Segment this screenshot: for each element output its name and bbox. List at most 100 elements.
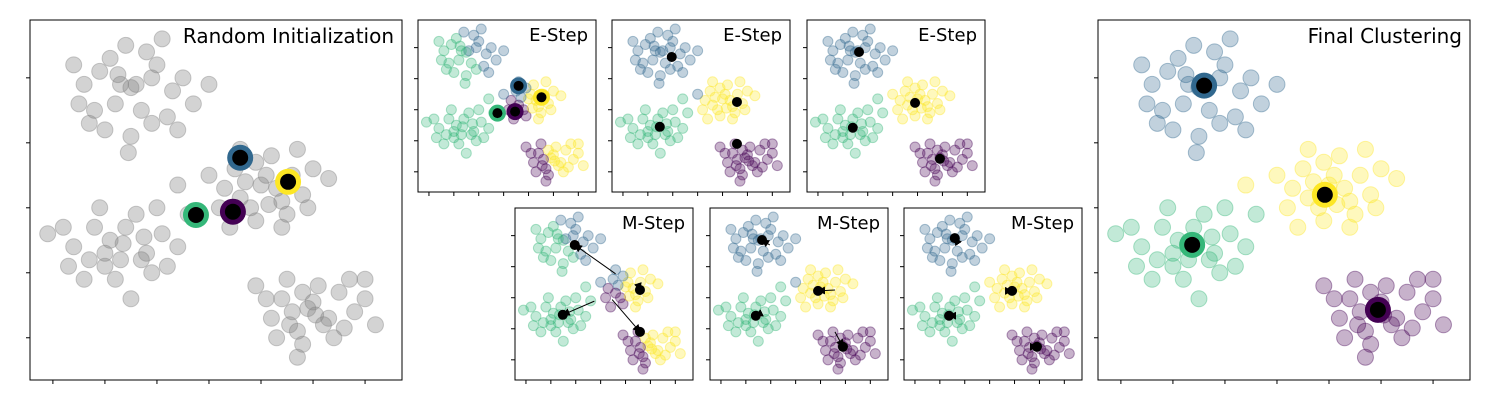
data-point xyxy=(1211,114,1229,132)
data-point xyxy=(744,141,756,153)
data-point xyxy=(127,75,145,93)
data-point xyxy=(847,26,859,38)
data-point xyxy=(1284,179,1302,197)
data-point xyxy=(931,292,943,304)
data-point xyxy=(459,77,471,89)
data-point xyxy=(1203,228,1221,246)
data-point xyxy=(762,251,774,263)
data-point xyxy=(745,326,757,338)
centroid-blue xyxy=(569,239,580,250)
data-point xyxy=(454,40,466,52)
data-point xyxy=(819,132,831,144)
data-point xyxy=(966,160,978,172)
data-point xyxy=(143,69,161,87)
data-point xyxy=(1195,205,1213,223)
data-point xyxy=(648,40,660,52)
data-point xyxy=(714,110,726,122)
data-point xyxy=(662,125,674,137)
data-point xyxy=(463,107,475,119)
data-point xyxy=(926,251,938,263)
data-point xyxy=(1043,354,1055,366)
data-point xyxy=(717,93,729,105)
data-point xyxy=(60,257,78,275)
data-point xyxy=(138,43,156,61)
data-point xyxy=(1388,170,1406,188)
data-point xyxy=(745,242,757,254)
data-point xyxy=(743,155,755,167)
data-point xyxy=(959,223,971,235)
data-point xyxy=(1190,127,1208,145)
data-point xyxy=(837,292,849,304)
data-point xyxy=(119,144,137,162)
data-point xyxy=(914,147,926,159)
data-point xyxy=(637,351,649,363)
data-point xyxy=(557,234,569,246)
data-point xyxy=(931,227,943,239)
data-point xyxy=(1011,335,1023,347)
data-point xyxy=(931,98,943,110)
data-point xyxy=(921,147,933,159)
data-point xyxy=(832,57,844,69)
data-point xyxy=(1211,264,1229,282)
data-point xyxy=(283,303,301,321)
data-point xyxy=(200,166,218,184)
data-point xyxy=(644,273,656,285)
data-point xyxy=(672,132,684,144)
data-point xyxy=(859,135,871,147)
axes-frame xyxy=(903,207,1083,381)
data-point xyxy=(580,310,592,322)
panel-title: M-Step xyxy=(817,213,880,234)
data-point xyxy=(617,298,629,310)
data-point xyxy=(929,301,941,313)
data-point xyxy=(257,166,275,184)
data-point xyxy=(639,39,651,51)
data-point xyxy=(1138,95,1156,113)
data-point xyxy=(954,217,966,229)
data-point xyxy=(832,113,844,125)
data-point xyxy=(1388,309,1406,327)
data-point xyxy=(931,144,943,156)
data-point xyxy=(797,282,809,294)
data-point xyxy=(622,113,634,125)
data-point xyxy=(657,45,669,57)
data-point xyxy=(552,233,564,245)
panel-title: E-Step xyxy=(918,25,977,46)
data-point xyxy=(669,326,681,338)
data-point xyxy=(857,29,869,41)
data-point xyxy=(802,273,814,285)
data-point xyxy=(1143,270,1161,288)
data-point xyxy=(463,45,475,57)
data-point xyxy=(537,153,549,165)
panel-e-step-1: E-Step xyxy=(414,19,597,196)
data-point xyxy=(969,310,981,322)
data-point xyxy=(964,248,976,260)
data-point xyxy=(556,265,568,277)
data-point xyxy=(1107,225,1125,243)
centroid-yellow xyxy=(280,173,297,190)
data-point xyxy=(470,42,482,54)
data-point xyxy=(1122,218,1140,236)
data-point xyxy=(647,54,659,66)
data-point xyxy=(572,147,584,159)
data-point xyxy=(498,88,510,100)
data-point xyxy=(1148,251,1166,269)
data-point xyxy=(1148,114,1166,132)
data-point xyxy=(1164,121,1182,139)
data-point xyxy=(580,281,592,293)
data-point xyxy=(1018,289,1030,301)
data-point xyxy=(839,32,851,44)
data-point xyxy=(106,270,124,288)
data-point xyxy=(662,29,674,41)
data-point xyxy=(827,138,839,150)
data-point xyxy=(897,113,909,125)
data-point xyxy=(852,332,864,344)
plot-area xyxy=(906,211,1075,375)
data-point xyxy=(926,88,938,100)
data-point xyxy=(440,129,452,141)
data-point xyxy=(1038,348,1050,360)
data-point xyxy=(664,63,676,75)
data-point xyxy=(547,85,559,97)
data-point xyxy=(304,160,322,178)
centroid-green xyxy=(492,108,503,119)
data-point xyxy=(545,254,557,266)
